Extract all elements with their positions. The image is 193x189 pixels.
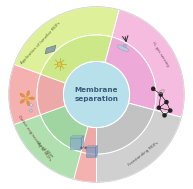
Circle shape	[168, 108, 172, 113]
Wedge shape	[14, 115, 81, 179]
Wedge shape	[112, 10, 184, 117]
Circle shape	[63, 61, 130, 128]
Wedge shape	[96, 103, 154, 154]
Circle shape	[80, 147, 83, 149]
Polygon shape	[86, 147, 96, 157]
Circle shape	[159, 92, 163, 97]
Circle shape	[57, 62, 62, 67]
Wedge shape	[105, 37, 156, 110]
Wedge shape	[9, 64, 96, 182]
Wedge shape	[41, 106, 88, 152]
Polygon shape	[96, 146, 97, 157]
Circle shape	[164, 100, 168, 104]
Text: Defect engineering of MOFs: Defect engineering of MOFs	[17, 114, 52, 161]
Text: Mixed filler: Mixed filler	[36, 141, 54, 159]
Circle shape	[157, 106, 161, 110]
Ellipse shape	[29, 97, 35, 100]
Polygon shape	[29, 109, 33, 112]
Text: Freestanding MOFs: Freestanding MOFs	[127, 141, 159, 167]
Text: H₂ gas sensing: H₂ gas sensing	[151, 41, 170, 68]
Polygon shape	[29, 103, 33, 107]
Ellipse shape	[20, 93, 25, 97]
Wedge shape	[37, 74, 96, 154]
Circle shape	[123, 44, 126, 47]
Circle shape	[85, 147, 87, 149]
Ellipse shape	[20, 99, 25, 103]
Ellipse shape	[27, 101, 30, 106]
Text: Membrane
separation: Membrane separation	[74, 88, 119, 101]
Polygon shape	[70, 138, 81, 149]
Circle shape	[163, 113, 167, 117]
Wedge shape	[37, 35, 112, 115]
Polygon shape	[45, 45, 56, 54]
Polygon shape	[81, 136, 84, 149]
Polygon shape	[70, 136, 84, 138]
Text: Application of lamellar MOFs: Application of lamellar MOFs	[20, 21, 62, 65]
Circle shape	[25, 96, 28, 100]
Wedge shape	[9, 7, 119, 125]
Circle shape	[151, 87, 155, 91]
Ellipse shape	[27, 91, 30, 96]
Ellipse shape	[117, 45, 129, 51]
Polygon shape	[86, 146, 97, 147]
Wedge shape	[96, 110, 181, 182]
